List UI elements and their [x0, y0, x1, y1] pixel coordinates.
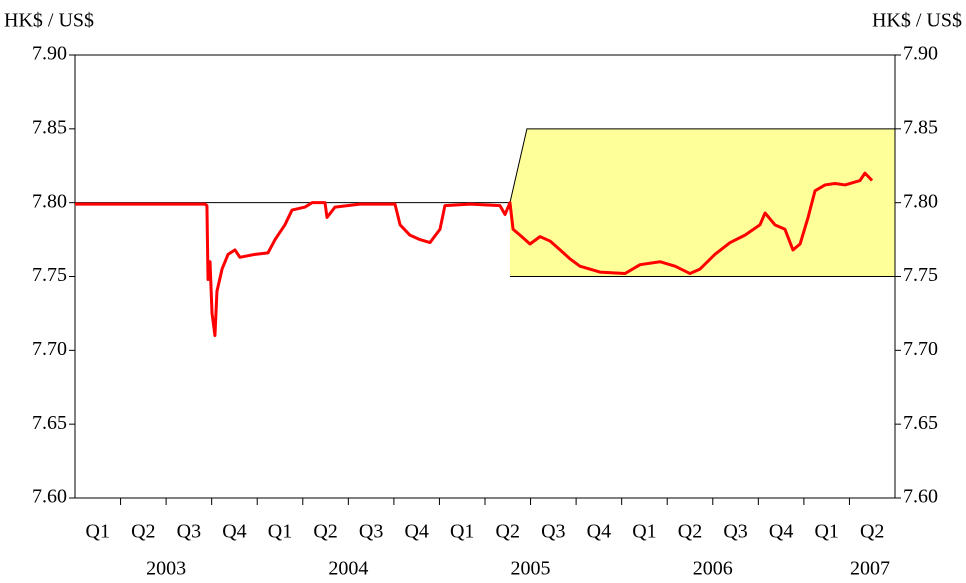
x-tick-label: Q1 — [632, 521, 656, 543]
x-tick-label: Q1 — [86, 521, 110, 543]
y2-tick-label: 7.65 — [903, 412, 938, 434]
x-tick-label: Q2 — [496, 521, 520, 543]
x-tick-label: Q3 — [359, 521, 383, 543]
y2-tick-label: 7.85 — [903, 116, 938, 138]
year-label: 2005 — [511, 558, 551, 580]
x-tick-label: Q1 — [814, 521, 838, 543]
y-tick-label: 7.75 — [32, 264, 67, 286]
x-tick-label: Q2 — [860, 521, 884, 543]
x-tick-label: Q2 — [678, 521, 702, 543]
y-axis-label: HK$ / US$ — [4, 10, 94, 32]
y2-tick-label: 7.60 — [903, 486, 938, 508]
y2-tick-label: 7.90 — [903, 43, 938, 65]
y-tick-label: 7.60 — [32, 486, 67, 508]
y2-tick-label: 7.70 — [903, 338, 938, 360]
year-label: 2006 — [693, 558, 733, 580]
x-tick-label: Q3 — [177, 521, 201, 543]
data-line — [75, 171, 874, 338]
x-tick-label: Q3 — [723, 521, 747, 543]
x-tick-label: Q2 — [313, 521, 337, 543]
y2-axis-label: HK$ / US$ — [872, 10, 962, 32]
x-tick-label: Q4 — [222, 521, 246, 543]
y-tick-label: 7.90 — [32, 43, 67, 65]
band-area — [509, 128, 895, 277]
y2-tick-label: 7.75 — [903, 264, 938, 286]
x-tick-label: Q4 — [769, 521, 793, 543]
year-label: 2004 — [328, 558, 368, 580]
year-label: 2007 — [850, 558, 890, 580]
x-tick-label: Q1 — [268, 521, 292, 543]
x-tick-label: Q2 — [131, 521, 155, 543]
y-tick-label: 7.85 — [32, 116, 67, 138]
x-tick-label: Q3 — [541, 521, 565, 543]
x-tick-label: Q4 — [587, 521, 611, 543]
y-tick-label: 7.65 — [32, 412, 67, 434]
band-upper — [509, 128, 895, 203]
x-tick-label: Q1 — [450, 521, 474, 543]
y2-tick-label: 7.80 — [903, 190, 938, 212]
x-tick-label: Q4 — [404, 521, 428, 543]
y-tick-label: 7.80 — [32, 190, 67, 212]
year-label: 2003 — [146, 558, 186, 580]
y-tick-label: 7.70 — [32, 338, 67, 360]
